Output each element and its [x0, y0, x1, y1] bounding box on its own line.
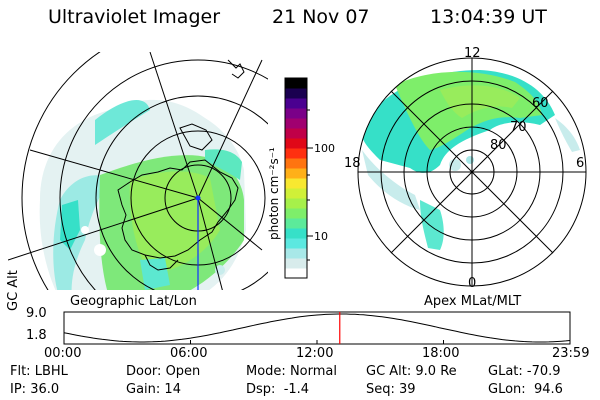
colorbar-swatch [285, 248, 307, 259]
colorbar-swatch [285, 258, 307, 269]
colorbar-swatch [285, 158, 307, 169]
colorbar-swatch [285, 198, 307, 209]
left-aurora-image [39, 99, 246, 290]
colorbar-swatch [285, 98, 307, 109]
colorbar-tick-100: 100 [314, 142, 335, 155]
colorbar-swatch [285, 218, 307, 229]
mlt-label-bottom: 0 [468, 276, 477, 291]
altitude-axis-label: GC Alt [6, 270, 21, 311]
colorbar-unit-label: photon cm⁻²s⁻¹ [267, 147, 281, 240]
status-door: Door: Open [126, 364, 201, 379]
status-mode: Mode: Normal [246, 364, 337, 379]
time-tick-4: 23:59 [552, 346, 590, 361]
magnetic-map [357, 57, 587, 287]
colorbar-swatch [285, 208, 307, 219]
altitude-tick-low: 1.8 [26, 328, 47, 343]
colorbar-swatch [285, 268, 307, 279]
colorbar-swatch [285, 88, 307, 99]
altitude-curve [63, 313, 571, 343]
status-gc-alt: GC Alt: 9.0 Re [366, 364, 457, 379]
geographic-map [8, 52, 268, 290]
peninsula-outline [144, 254, 179, 271]
island-outline [179, 123, 213, 151]
status-seq: Seq: 39 [366, 382, 416, 397]
mlt-label-left: 18 [344, 156, 361, 171]
date-label: 21 Nov 07 [272, 6, 370, 28]
pole-marker [195, 195, 201, 201]
colorbar [285, 78, 307, 279]
colorbar-swatch [285, 118, 307, 129]
colorbar-swatch [285, 138, 307, 149]
colorbar-swatch [285, 108, 307, 119]
left-map-caption: Geographic Lat/Lon [70, 294, 197, 309]
continent-outline [117, 159, 239, 259]
colorbar-swatch [285, 128, 307, 139]
time-tick-3: 18:00 [422, 346, 460, 361]
status-ip: IP: 36.0 [10, 382, 60, 397]
mlt-label-top: 12 [464, 46, 481, 61]
altitude-tick-high: 9.0 [26, 306, 47, 321]
mlat-label-80: 80 [490, 138, 507, 153]
colorbar-swatch [285, 178, 307, 189]
mlt-grid-lines [358, 58, 586, 286]
right-map-caption: Apex MLat/MLT [424, 294, 522, 309]
colorbar-swatch [285, 168, 307, 179]
south-america-outline [227, 59, 245, 79]
time-tick-0: 00:00 [44, 346, 82, 361]
status-flt: Flt: LBHL [10, 364, 68, 379]
time-tick-2: 12:00 [296, 346, 334, 361]
mlat-label-70: 70 [510, 120, 527, 135]
status-gain: Gain: 14 [126, 382, 181, 397]
altitude-x-ticks [63, 340, 571, 344]
altitude-plot [63, 311, 571, 345]
colorbar-swatch [285, 148, 307, 159]
colorbar-swatch [285, 238, 307, 249]
status-glon: GLon: 94.6 [488, 382, 563, 397]
colorbar-tick-10: 10 [314, 230, 328, 243]
colorbar-swatch [285, 228, 307, 239]
time-tick-1: 06:00 [170, 346, 208, 361]
status-glat: GLat: -70.9 [488, 364, 561, 379]
mlt-label-right: 6 [576, 156, 585, 171]
longitude-meridians [8, 52, 263, 290]
altitude-plot-frame [63, 311, 571, 345]
instrument-title: Ultraviolet Imager [48, 6, 221, 28]
colorbar-swatch [285, 78, 307, 89]
status-dsp: Dsp: -1.4 [246, 382, 310, 397]
colorbar-swatch [285, 188, 307, 199]
mlat-label-60: 60 [532, 96, 549, 111]
time-label: 13:04:39 UT [430, 6, 547, 28]
colorbar-frame [284, 77, 308, 279]
